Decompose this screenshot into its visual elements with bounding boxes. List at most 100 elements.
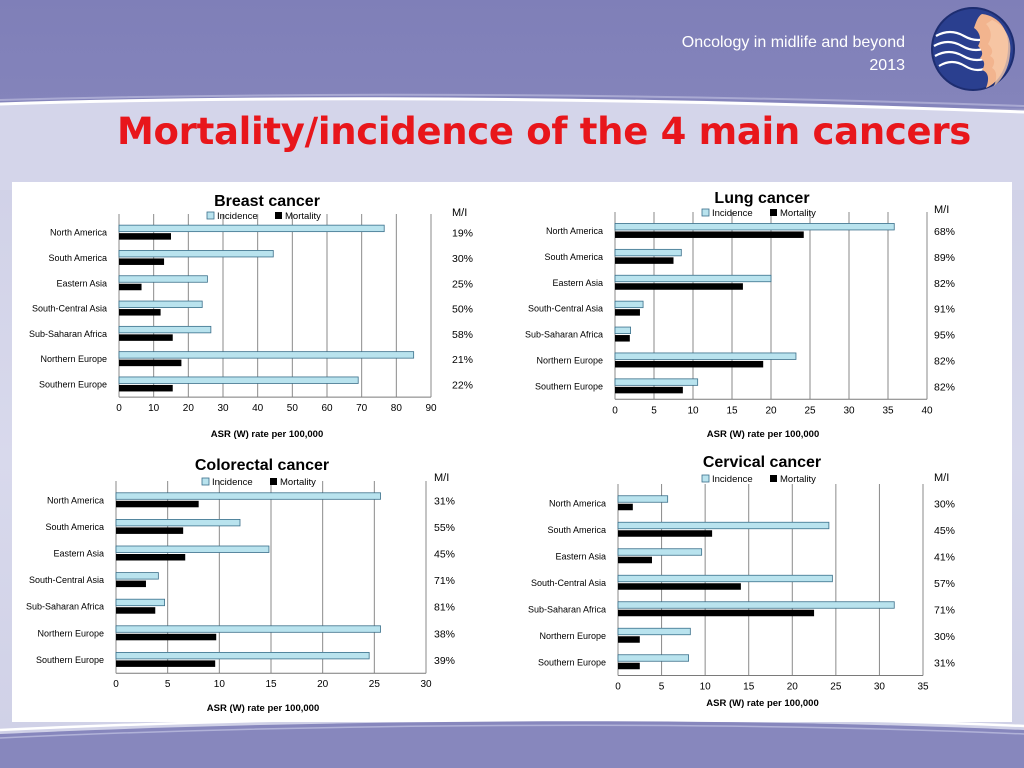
bar-mortality [618, 583, 741, 590]
x-tick-label: 10 [687, 405, 699, 416]
x-tick-label: 15 [265, 679, 277, 690]
bar-incidence [115, 625, 381, 633]
category-label: South-Central Asia [531, 578, 606, 588]
category-label: Eastern Asia [552, 278, 603, 288]
legend-swatch-incidence [701, 208, 710, 217]
x-tick-label: 10 [214, 679, 226, 690]
category-label: Southern Europe [39, 379, 107, 389]
bar-incidence [617, 601, 895, 609]
ratio-header: M/I [934, 472, 949, 484]
bar-incidence [115, 492, 381, 500]
bar-incidence [614, 274, 772, 283]
legend-swatch-incidence [701, 474, 710, 483]
category-label: Eastern Asia [555, 551, 606, 561]
logo-icon [931, 7, 1015, 91]
x-axis-label: ASR (W) rate per 100,000 [706, 698, 818, 709]
ratio-label: 45% [934, 525, 955, 537]
category-label: North America [47, 495, 104, 505]
bar-mortality [615, 360, 764, 368]
ratio-label: 30% [452, 253, 473, 265]
ratio-label: 30% [934, 631, 955, 643]
bar-mortality [615, 257, 674, 264]
x-tick-label: 25 [830, 682, 842, 693]
category-label: North America [50, 228, 107, 238]
legend-label-mortality: Mortality [780, 474, 816, 485]
x-tick-label: 80 [391, 403, 403, 414]
ratio-label: 22% [452, 379, 473, 391]
ratio-label: 55% [434, 522, 455, 534]
x-tick-label: 60 [321, 403, 333, 414]
bar-incidence [617, 574, 833, 583]
bar-mortality [618, 530, 713, 537]
ratio-header: M/I [434, 472, 449, 484]
bar-mortality [119, 283, 142, 291]
category-label: South America [45, 522, 104, 532]
category-label: South America [544, 252, 603, 262]
bar-mortality [119, 384, 173, 392]
ratio-label: 31% [434, 495, 455, 507]
bar-incidence [614, 248, 682, 257]
bar-incidence [617, 654, 689, 662]
footer-wave [0, 716, 1024, 768]
chart-title: Cervical cancer [703, 454, 821, 471]
bar-mortality [116, 554, 186, 561]
bar-incidence [115, 598, 165, 607]
ratio-label: 38% [434, 628, 455, 640]
bar-incidence [118, 300, 203, 308]
bar-incidence [614, 223, 895, 231]
ratio-label: 41% [934, 551, 955, 563]
header-wave [0, 93, 1024, 190]
ratio-label: 71% [434, 575, 455, 587]
chart-title: Colorectal cancer [195, 457, 329, 474]
x-tick-label: 40 [252, 403, 264, 414]
chart-colorectal-cancer: Colorectal cancer Incidence Mortality M/I No… [26, 457, 455, 714]
x-tick-label: 0 [113, 679, 119, 690]
bar-incidence [118, 275, 208, 283]
legend-swatch-mortality [275, 212, 282, 219]
ratio-label: 58% [452, 329, 473, 341]
x-tick-label: 5 [659, 682, 665, 693]
bar-mortality [119, 258, 165, 265]
x-tick-label: 20 [183, 403, 195, 414]
x-tick-label: 40 [921, 405, 933, 416]
bar-mortality [615, 283, 743, 290]
bar-mortality [116, 580, 146, 588]
category-label: Northern Europe [40, 354, 107, 364]
bar-incidence [614, 378, 699, 386]
header-subtitle: Oncology in midlife and beyond [681, 34, 905, 51]
ratio-label: 91% [934, 304, 955, 316]
x-tick-label: 25 [804, 405, 816, 416]
x-tick-label: 10 [148, 403, 160, 414]
legend-label-mortality: Mortality [780, 208, 816, 219]
category-label: Southern Europe [538, 657, 606, 667]
bar-incidence [617, 495, 669, 503]
bar-mortality [618, 556, 652, 564]
category-label: South-Central Asia [32, 304, 107, 314]
ratio-label: 50% [452, 304, 473, 316]
category-label: South-Central Asia [29, 575, 104, 585]
category-label: Sub-Saharan Africa [29, 329, 107, 339]
x-tick-label: 20 [787, 682, 799, 693]
category-label: Northern Europe [37, 628, 104, 638]
bar-incidence [617, 627, 691, 636]
category-label: South America [48, 253, 107, 263]
bar-mortality [119, 233, 171, 240]
chart-title: Breast cancer [214, 193, 320, 210]
category-label: North America [546, 226, 603, 236]
ratio-header: M/I [452, 207, 467, 219]
bar-incidence [614, 326, 631, 334]
ratio-label: 82% [934, 381, 955, 393]
bar-mortality [116, 633, 217, 641]
x-tick-label: 0 [116, 403, 122, 414]
bar-mortality [116, 607, 156, 614]
bar-incidence [118, 325, 212, 334]
category-label: Eastern Asia [53, 549, 104, 559]
chart-panel-cervical-cancer: Cervical cancer Incidence Mortality M/I Nort… [512, 447, 1012, 722]
legend-swatch-mortality [770, 475, 777, 482]
ratio-label: 39% [434, 655, 455, 667]
bar-mortality [618, 662, 640, 670]
chart-panel-colorectal-cancer: Colorectal cancer Incidence Mortality M/I No… [12, 447, 512, 722]
x-axis-label: ASR (W) rate per 100,000 [707, 429, 819, 440]
category-label: North America [549, 498, 606, 508]
